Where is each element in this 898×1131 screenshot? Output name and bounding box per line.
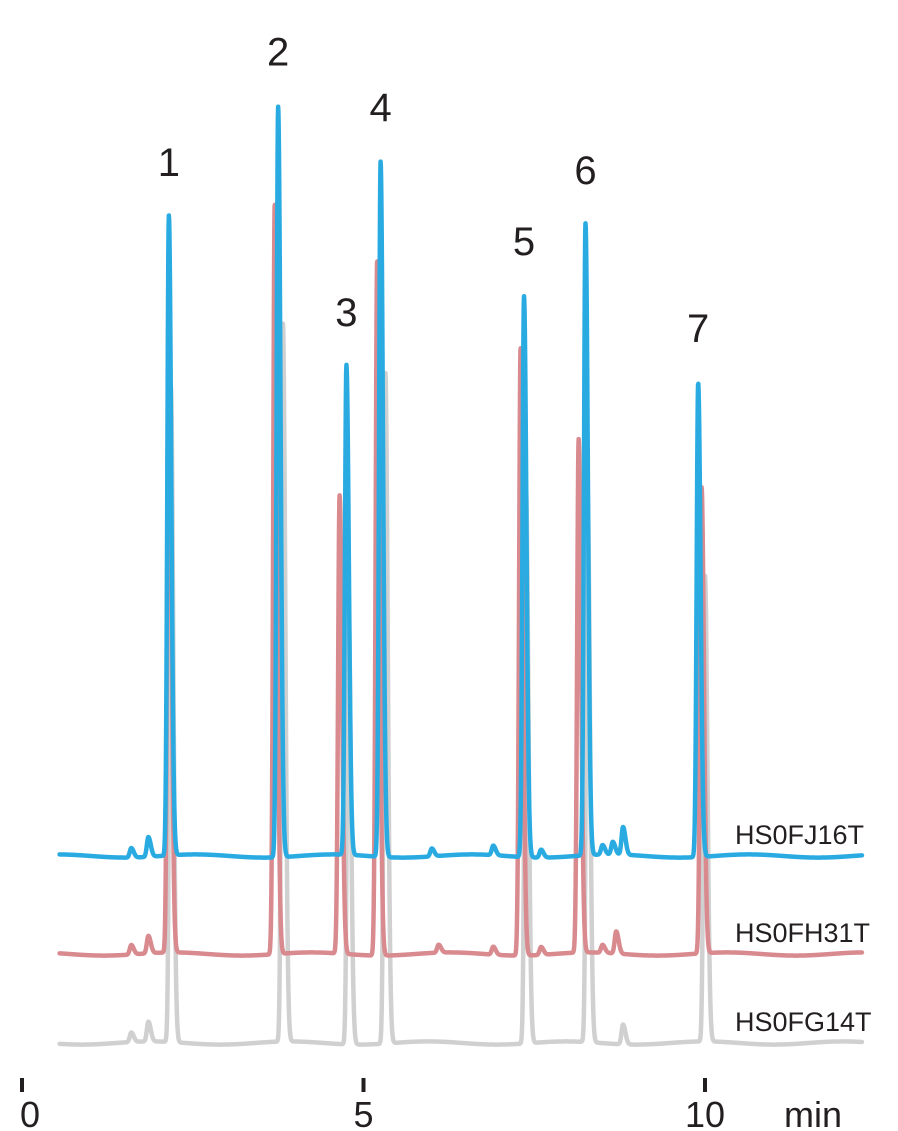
trace-HS0FJ16T: [57, 104, 865, 860]
peak-label-7: 7: [687, 307, 709, 351]
peak-label-group: 1 2 3 4 56 7: [158, 31, 710, 352]
peak-label-1: 1: [158, 141, 180, 185]
x-tick-label-10: 10: [685, 1094, 725, 1131]
trace-group: [57, 104, 865, 1047]
peak-label-6: 6: [574, 149, 596, 193]
trace-HS0FH31T: [57, 202, 865, 958]
x-axis: min 0 5 10: [20, 1078, 842, 1131]
x-tick-label-0: 0: [20, 1094, 40, 1131]
peak-label-5: 5: [513, 220, 535, 264]
trace-HS0FG14T: [57, 321, 865, 1047]
x-tick-label-5: 5: [353, 1094, 373, 1131]
peak-label-3: 3: [335, 291, 357, 335]
x-unit-label: min: [784, 1094, 842, 1131]
series-label-group: HS0FJ16T HS0FH31T HS0FG14T: [735, 820, 872, 1037]
peak-label-2: 2: [267, 31, 289, 75]
peak-label-4: 4: [369, 86, 391, 130]
series-label-HS0FG14T: HS0FG14T: [735, 1007, 872, 1037]
series-label-HS0FJ16T: HS0FJ16T: [735, 820, 864, 850]
series-label-HS0FH31T: HS0FH31T: [735, 918, 870, 948]
